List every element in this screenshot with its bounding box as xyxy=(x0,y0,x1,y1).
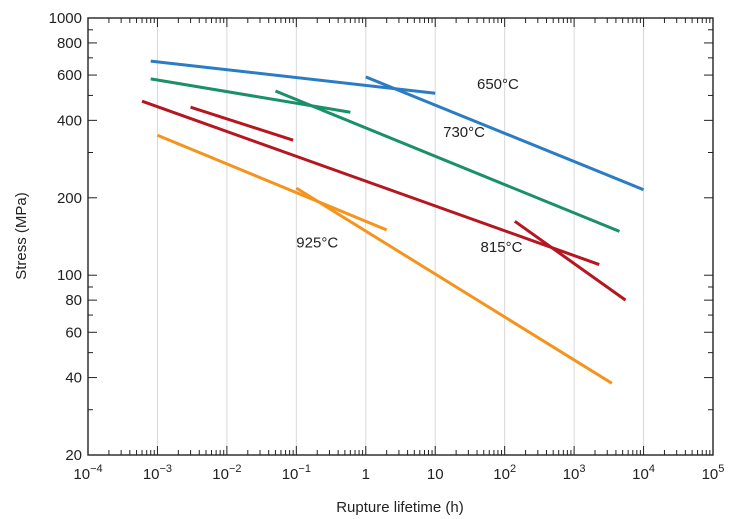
series-line-815c xyxy=(513,220,627,302)
y-tick-label: 40 xyxy=(65,370,82,387)
series-lines xyxy=(141,59,645,385)
x-tick-label: 1 xyxy=(362,466,370,483)
y-tick-label: 20 xyxy=(65,447,82,464)
series-line-650c xyxy=(150,59,436,95)
y-tick-label: 1000 xyxy=(49,10,82,27)
x-tick-label: 102 xyxy=(493,463,516,483)
series-line-730c xyxy=(274,89,621,233)
x-tick-label: 103 xyxy=(563,463,586,483)
x-tick-label: 10 xyxy=(427,466,444,483)
series-line-650c xyxy=(365,75,645,192)
series-line-730c xyxy=(150,77,351,114)
x-tick-label: 10−2 xyxy=(212,463,241,483)
plot-border xyxy=(87,17,714,456)
series-label-650c: 650°C xyxy=(477,76,519,93)
grid xyxy=(156,18,645,455)
series-line-925c xyxy=(295,186,613,385)
y-tick-label: 600 xyxy=(57,67,82,84)
x-tick-label: 104 xyxy=(632,463,655,483)
x-tick-label: 105 xyxy=(702,463,725,483)
series-line-815c xyxy=(141,99,600,266)
axis-labels: 20 40 60 80 100 200 400 600 800 1000 10−4 10−3 10−2 1… xyxy=(49,10,725,483)
y-tick-label: 200 xyxy=(57,190,82,207)
x-axis-title: Rupture lifetime (h) xyxy=(336,499,464,516)
series-annotations: 650°C 730°C 815°C 925°C xyxy=(296,76,522,256)
y-axis-title: Stress (MPa) xyxy=(13,192,30,280)
series-label-730c: 730°C xyxy=(443,124,485,141)
x-tick-label: 10−4 xyxy=(73,463,102,483)
x-tick-label: 10−3 xyxy=(143,463,172,483)
series-label-815c: 815°C xyxy=(481,239,523,256)
y-tick-label: 800 xyxy=(57,35,82,52)
series-line-925c xyxy=(156,133,388,232)
y-tick-label: 60 xyxy=(65,324,82,341)
axis-ticks xyxy=(87,17,713,456)
y-tick-label: 80 xyxy=(65,292,82,309)
series-label-925c: 925°C xyxy=(296,235,338,252)
y-tick-label: 400 xyxy=(57,112,82,129)
y-tick-label: 100 xyxy=(57,267,82,284)
x-tick-label: 10−1 xyxy=(282,463,311,483)
series-line-815c xyxy=(190,105,294,142)
